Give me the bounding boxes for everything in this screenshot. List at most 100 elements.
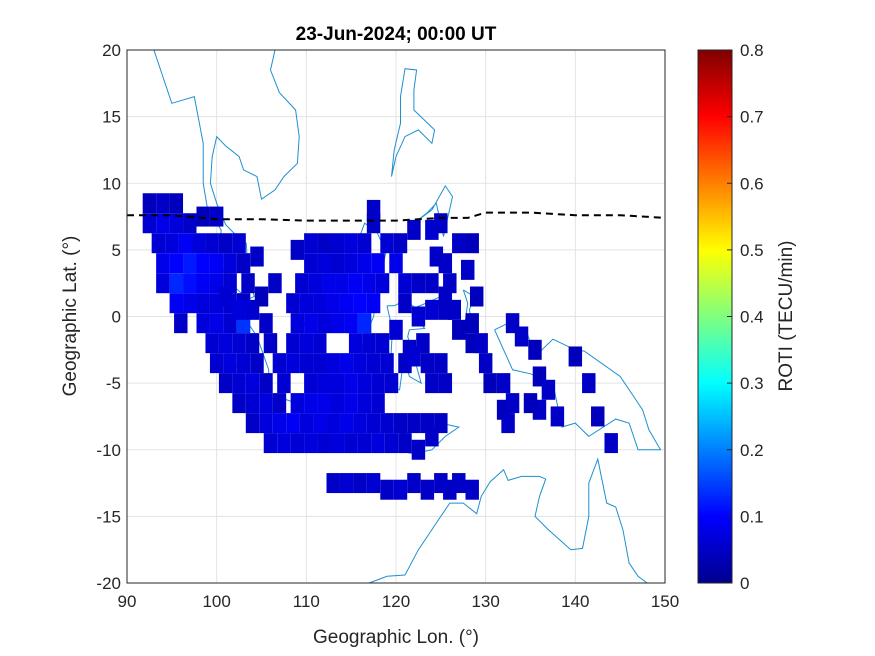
roti-cell <box>277 373 291 394</box>
roti-cell <box>308 273 323 294</box>
roti-cell <box>375 333 390 354</box>
roti-cell <box>169 293 184 314</box>
y-axis-ticks: 20 15 10 5 0 -5 -10 -15 -20 <box>96 41 121 593</box>
coastline-path <box>368 457 648 583</box>
colorbar <box>697 49 733 584</box>
roti-cell <box>344 373 358 394</box>
roti-cell <box>411 306 426 327</box>
roti-cell <box>371 433 385 454</box>
roti-cell <box>259 373 273 394</box>
roti-cell <box>304 253 318 274</box>
roti-cell <box>156 273 170 294</box>
roti-cell <box>218 333 233 354</box>
roti-cell <box>434 353 448 374</box>
roti-cell <box>591 406 605 427</box>
roti-cell <box>604 433 618 454</box>
y-tick-label: -10 <box>96 441 121 460</box>
roti-cell <box>250 353 264 374</box>
roti-cell <box>223 253 237 274</box>
roti-cell <box>384 373 399 394</box>
roti-cell <box>434 413 448 434</box>
roti-cell <box>330 253 345 274</box>
colorbar-tick-label: 0 <box>740 574 749 593</box>
roti-cell <box>339 413 354 434</box>
roti-cell <box>183 293 197 314</box>
roti-cell <box>209 353 224 374</box>
roti-cell <box>218 373 233 394</box>
roti-cell <box>272 393 287 414</box>
roti-cell <box>304 233 318 254</box>
roti-cell <box>393 233 408 254</box>
roti-cell <box>205 233 219 254</box>
roti-cell <box>286 413 300 434</box>
colorbar-tick-label: 0.3 <box>740 374 764 393</box>
roti-cell <box>245 413 260 434</box>
roti-cell <box>425 373 439 394</box>
roti-cell <box>425 299 439 320</box>
roti-cell <box>465 313 479 334</box>
roti-cell <box>420 413 435 434</box>
roti-cell <box>317 253 331 274</box>
roti-cell <box>299 293 314 314</box>
roti-cell <box>366 353 381 374</box>
x-tick-label: 90 <box>118 592 137 611</box>
roti-cell <box>407 473 421 494</box>
roti-cell <box>295 273 309 294</box>
roti-cell <box>411 439 426 460</box>
roti-cell <box>389 253 403 274</box>
roti-cell <box>313 413 327 434</box>
roti-cell <box>452 319 466 340</box>
magnetic-equator-line <box>127 211 666 222</box>
roti-cell <box>330 313 345 334</box>
roti-cell <box>232 299 246 320</box>
roti-cell <box>339 293 354 314</box>
coastline-path <box>413 184 454 237</box>
roti-cell <box>272 353 287 374</box>
roti-cell <box>425 273 439 294</box>
y-tick-label: 10 <box>102 174 121 193</box>
roti-cell <box>317 373 331 394</box>
x-tick-label: 110 <box>293 592 320 611</box>
y-tick-label: 0 <box>112 308 121 327</box>
roti-cell <box>330 393 345 414</box>
roti-cell <box>304 313 318 334</box>
roti-cell <box>344 233 358 254</box>
roti-cell <box>263 333 278 354</box>
roti-cell <box>344 433 358 454</box>
roti-cell <box>465 233 479 254</box>
roti-cell <box>142 193 157 214</box>
y-tick-label: -5 <box>106 374 121 393</box>
roti-cell <box>398 433 412 454</box>
colorbar-tick-label: 0.2 <box>740 441 764 460</box>
roti-cell <box>165 233 179 254</box>
roti-cell <box>317 313 331 334</box>
colorbar-title: ROTI (TECU/min) <box>776 241 797 392</box>
roti-cell <box>156 193 170 214</box>
x-tick-label: 100 <box>202 592 230 611</box>
roti-cell <box>407 346 421 367</box>
roti-cell <box>196 293 210 314</box>
roti-cell <box>398 273 412 294</box>
roti-cell <box>142 213 157 234</box>
roti-cell <box>330 373 345 394</box>
roti-cell <box>254 286 269 307</box>
y-tick-label: 15 <box>102 108 121 127</box>
roti-cell <box>209 206 224 227</box>
roti-cell <box>420 353 435 374</box>
roti-cell <box>169 193 184 214</box>
roti-cell <box>151 233 166 254</box>
roti-cell <box>371 373 385 394</box>
y-axis-title: Geographic Lat. (°) <box>60 236 81 397</box>
roti-cell <box>205 333 219 354</box>
roti-cell <box>245 333 260 354</box>
roti-cell <box>317 393 331 414</box>
roti-cell <box>259 413 273 434</box>
roti-cell <box>496 373 511 394</box>
roti-cell <box>317 233 331 254</box>
roti-cell <box>156 253 170 274</box>
roti-cell <box>313 353 327 374</box>
roti-cell <box>223 353 237 374</box>
roti-cell <box>348 273 363 294</box>
roti-cell <box>434 213 448 234</box>
roti-cell <box>304 373 318 394</box>
